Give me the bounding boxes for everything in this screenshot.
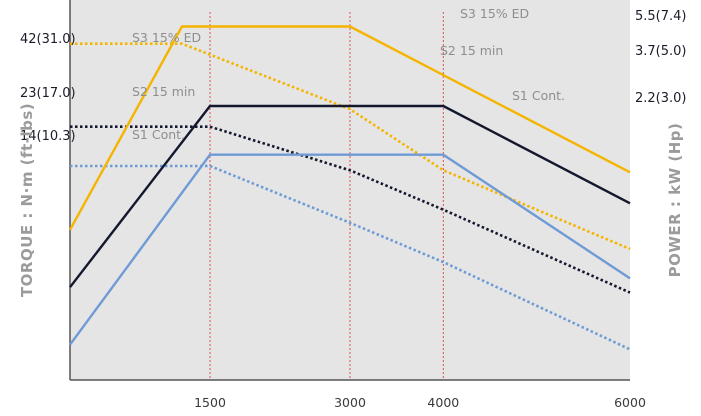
power-line-2 bbox=[69, 104, 631, 288]
power-line-3 bbox=[69, 153, 631, 346]
power-label-s3: 5.5(7.4) bbox=[635, 9, 687, 24]
x-tick-labels: 1500 3000 4000 6000 bbox=[194, 395, 646, 410]
torque-label-s2: 23(17.0) bbox=[20, 86, 76, 101]
torque-line-3 bbox=[70, 164, 631, 351]
reference-lines bbox=[209, 12, 444, 380]
power-series-label-s2: S2 15 min bbox=[440, 43, 503, 58]
torque-line-2 bbox=[70, 125, 631, 294]
y-axis-title-left: TORQUE : N·m (ft-lbs) bbox=[18, 103, 36, 297]
power-series-label-s3: S3 15% ED bbox=[460, 6, 529, 21]
power-line-1 bbox=[68, 25, 631, 231]
torque-series-label-s3: S3 15% ED bbox=[132, 30, 201, 45]
x-tick-label-2: 3000 bbox=[334, 395, 366, 410]
torque-series-label-s2: S2 15 min bbox=[132, 84, 195, 99]
power-series-group bbox=[68, 25, 631, 346]
x-tick-label-3: 4000 bbox=[427, 395, 459, 410]
torque-label-s1: 14(10.3) bbox=[20, 129, 76, 144]
torque-series-label-s1: S1 Cont. bbox=[132, 127, 185, 142]
x-tick-label-1: 1500 bbox=[194, 395, 226, 410]
power-label-s1: 2.2(3.0) bbox=[635, 91, 687, 106]
torque-label-s3: 42(31.0) bbox=[20, 32, 76, 47]
power-label-s2: 3.7(5.0) bbox=[635, 44, 687, 59]
x-tick-label-4: 6000 bbox=[614, 395, 646, 410]
y-axis-title-right: POWER : kW (Hp) bbox=[666, 123, 684, 278]
power-series-label-s1: S1 Cont. bbox=[512, 88, 565, 103]
